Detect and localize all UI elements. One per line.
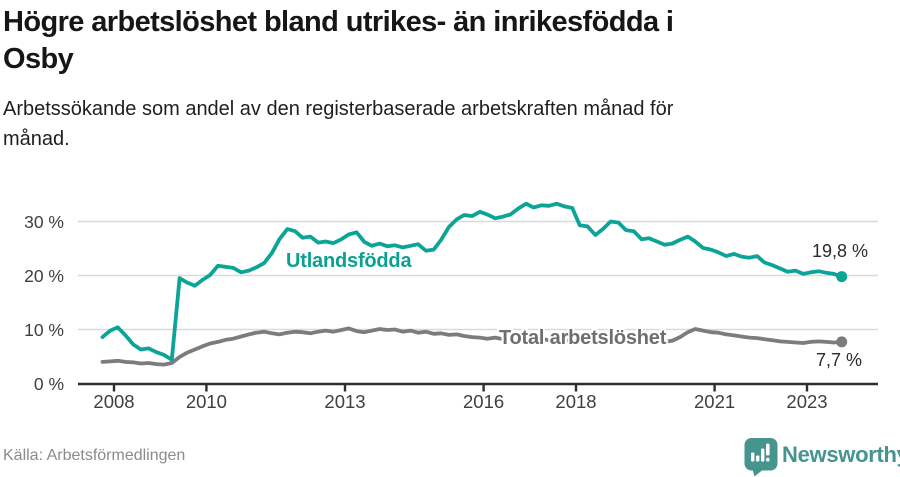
page-title: Högre arbetslöshet bland utrikes- än inr… <box>3 4 883 78</box>
x-tick-label: 2013 <box>324 391 366 412</box>
x-tick-label: 2008 <box>93 391 135 412</box>
x-tick-label: 2016 <box>463 391 505 412</box>
series-end-dot <box>836 336 848 348</box>
page-title-line-1: Högre arbetslöshet bland utrikes- än inr… <box>3 6 674 38</box>
y-tick-label: 0 % <box>33 373 64 394</box>
series-label-utlandsfodda: Utlandsfödda <box>286 250 412 272</box>
x-tick-label: 2010 <box>185 391 227 412</box>
y-tick-label: 30 % <box>24 211 64 232</box>
end-value-utlandsfodda: 19,8 % <box>812 241 869 261</box>
y-tick-label: 10 % <box>24 319 64 340</box>
series-line <box>100 326 844 367</box>
series-label-total-arbetsloshet: Total arbetslöshet <box>499 327 667 349</box>
source-attribution: Källa: Arbetsförmedlingen <box>3 447 186 464</box>
end-value-total: 7,7 % <box>816 350 863 370</box>
newsworthy-brand-name: Newsworthy <box>782 442 900 467</box>
x-tick-label: 2023 <box>786 391 828 412</box>
newsworthy-logo-icon <box>744 438 778 477</box>
chart-subtitle-line-1: Arbetssökande som andel av den registerb… <box>3 98 674 120</box>
x-tick-label: 2021 <box>694 391 736 412</box>
x-tick-label: 2018 <box>555 391 597 412</box>
page-title-line-2: Osby <box>3 43 74 75</box>
series-end-dot <box>836 271 848 283</box>
y-tick-label: 20 % <box>24 265 64 286</box>
series-line <box>100 201 844 362</box>
chart-subtitle: Arbetssökande som andel av den registerb… <box>3 94 883 154</box>
chart-subtitle-line-2: månad. <box>3 128 70 150</box>
